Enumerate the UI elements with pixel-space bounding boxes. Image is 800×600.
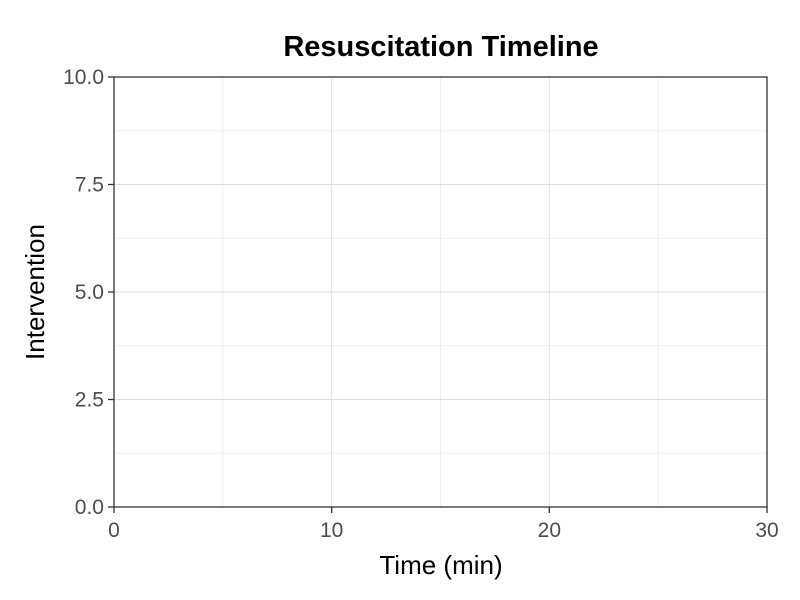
ticks-layer: 0 10 20 30 0.0 2.5 5.0 7.5 10.0 bbox=[63, 66, 779, 542]
x-tick-label: 10 bbox=[320, 519, 343, 542]
y-tick-label: 2.5 bbox=[75, 389, 104, 412]
chart-title: Resuscitation Timeline bbox=[283, 31, 598, 63]
x-tick-label: 20 bbox=[538, 519, 561, 542]
y-tick-label: 7.5 bbox=[75, 174, 104, 197]
grid-minor bbox=[114, 77, 767, 507]
x-axis-label: Time (min) bbox=[379, 550, 502, 580]
y-tick-label: 10.0 bbox=[63, 66, 104, 89]
y-tick-label: 5.0 bbox=[75, 281, 104, 304]
y-axis-label: Intervention bbox=[20, 224, 50, 360]
x-tick-label: 0 bbox=[108, 519, 120, 542]
y-tick-label: 0.0 bbox=[75, 496, 104, 519]
x-tick-label: 30 bbox=[755, 519, 778, 542]
